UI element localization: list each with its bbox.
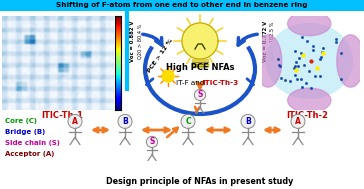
Polygon shape (192, 59, 208, 67)
Text: Core (C): Core (C) (5, 118, 37, 124)
Text: S: S (149, 137, 155, 146)
FancyBboxPatch shape (0, 0, 364, 11)
Circle shape (181, 114, 195, 128)
Text: IT-F and: IT-F and (176, 80, 207, 86)
Polygon shape (288, 11, 331, 36)
Polygon shape (162, 70, 174, 82)
Text: Bridge (B): Bridge (B) (5, 129, 45, 135)
Text: Shifting of F-atom from one end to other end in benzene ring: Shifting of F-atom from one end to other… (56, 2, 308, 9)
Circle shape (68, 114, 82, 128)
Text: PCE > 12 %: PCE > 12 % (146, 38, 174, 74)
Circle shape (241, 114, 255, 128)
Text: Q20 > 80.4 %: Q20 > 80.4 % (137, 23, 142, 59)
Circle shape (194, 89, 206, 101)
Text: B: B (122, 117, 128, 126)
Text: ITIC-Th-2: ITIC-Th-2 (286, 112, 328, 121)
Circle shape (118, 114, 132, 128)
Text: Design principle of NFAs in present study: Design principle of NFAs in present stud… (106, 177, 294, 185)
Text: A: A (72, 117, 78, 126)
Text: High PCE NFAs: High PCE NFAs (166, 63, 234, 71)
Text: Q20 > 102.5 %: Q20 > 102.5 % (270, 22, 275, 60)
Text: ITIC-Th-1: ITIC-Th-1 (41, 112, 83, 121)
Text: ITIC-Th-3: ITIC-Th-3 (202, 80, 238, 86)
Text: C: C (185, 117, 191, 126)
Polygon shape (254, 35, 282, 87)
Text: Side chain (S): Side chain (S) (5, 140, 60, 146)
Polygon shape (266, 24, 352, 98)
Text: Voc = 0.882 V: Voc = 0.882 V (130, 20, 135, 62)
Polygon shape (288, 88, 331, 112)
Text: B: B (245, 117, 251, 126)
Text: Voc = 0.772 V: Voc = 0.772 V (263, 20, 268, 62)
Text: Acceptor (A): Acceptor (A) (5, 151, 54, 157)
Text: A: A (295, 117, 301, 126)
Circle shape (146, 136, 158, 148)
Text: S: S (197, 90, 203, 99)
Circle shape (291, 114, 305, 128)
Polygon shape (337, 35, 364, 87)
Polygon shape (182, 23, 218, 59)
